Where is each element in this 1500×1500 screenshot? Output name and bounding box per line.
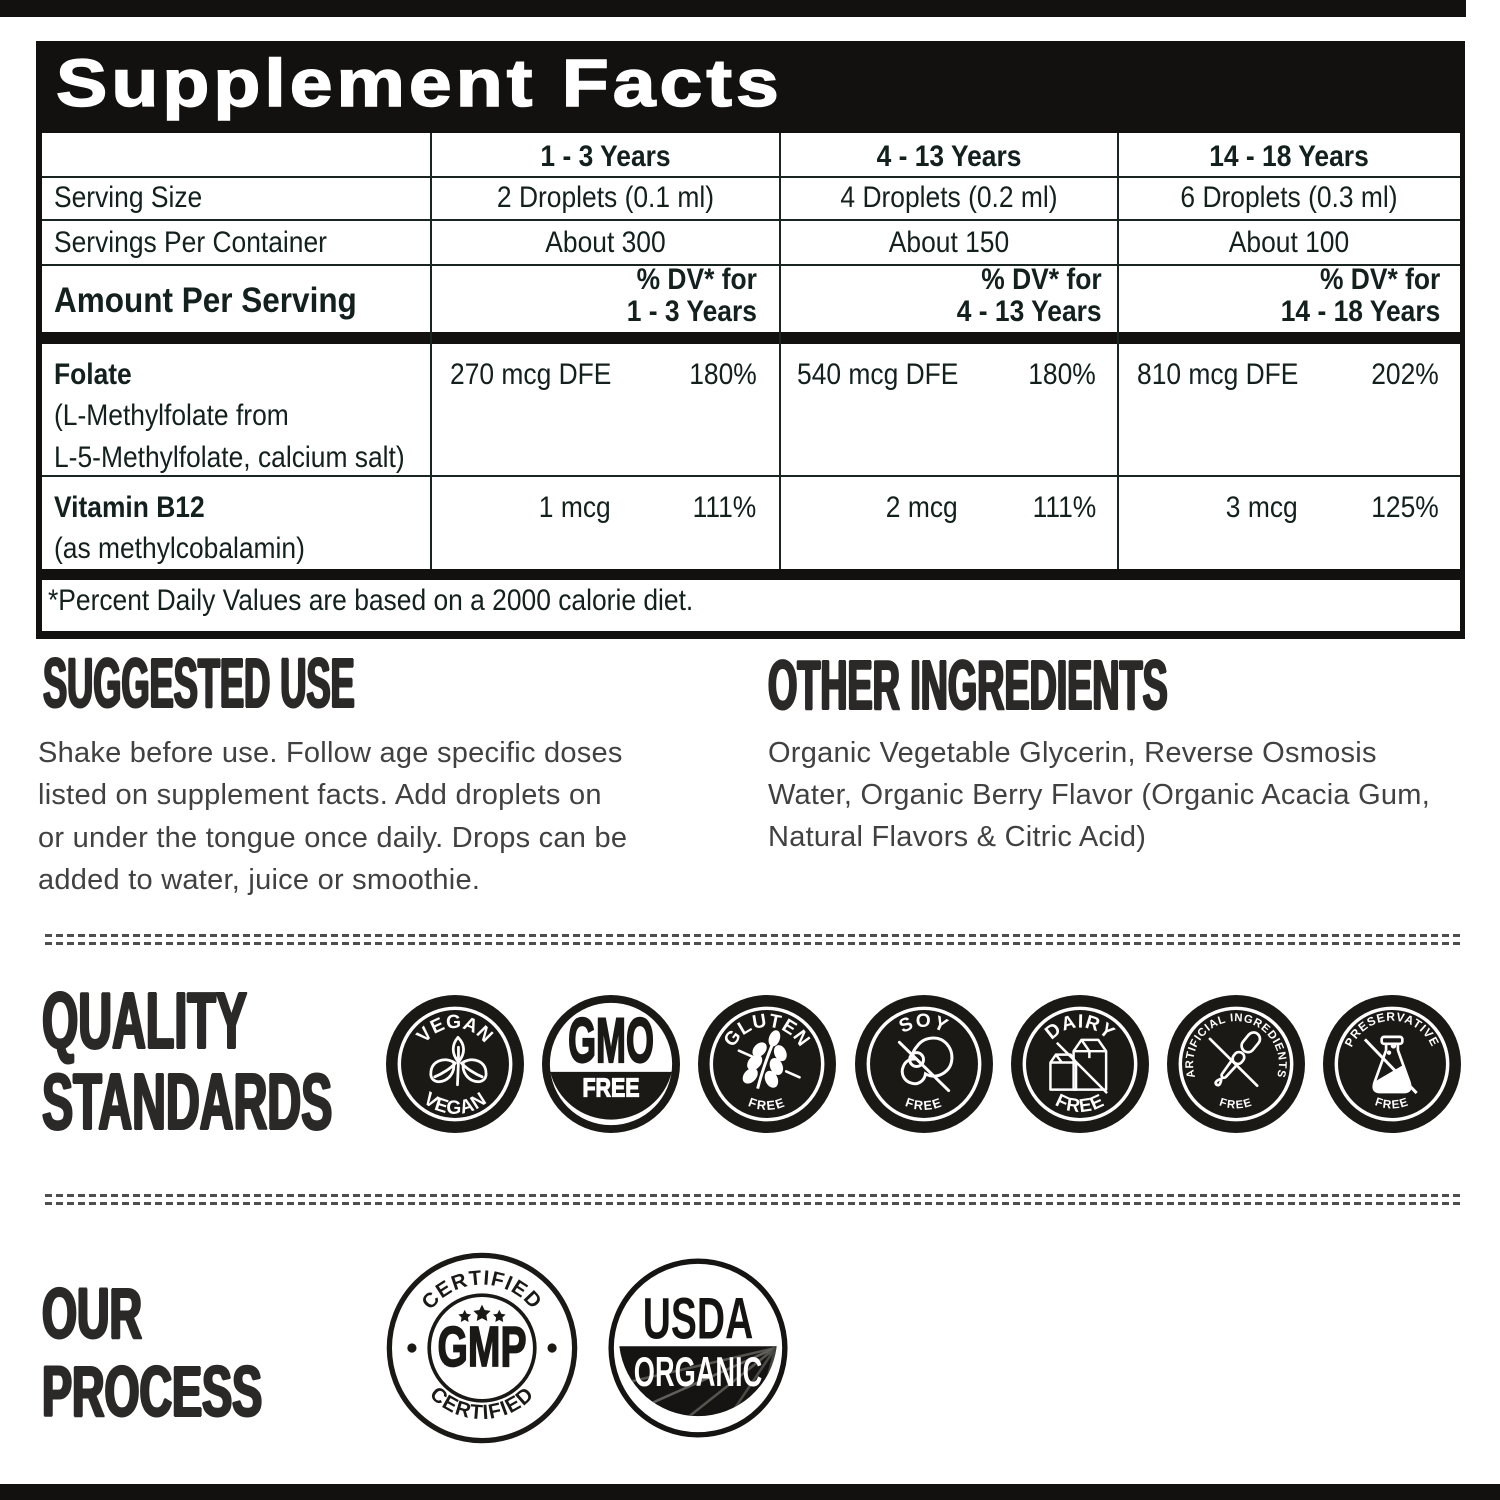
- svg-text:USDA: USDA: [643, 1286, 754, 1352]
- svg-text:FREE: FREE: [582, 1074, 639, 1104]
- svg-text:ORGANIC: ORGANIC: [634, 1349, 762, 1395]
- svg-text:FREE: FREE: [747, 1094, 788, 1113]
- svg-text:GMP: GMP: [438, 1316, 527, 1379]
- svg-text:FREE: FREE: [904, 1094, 945, 1113]
- svg-text:GMO: GMO: [568, 1006, 654, 1076]
- svg-text:FREE: FREE: [1218, 1097, 1254, 1112]
